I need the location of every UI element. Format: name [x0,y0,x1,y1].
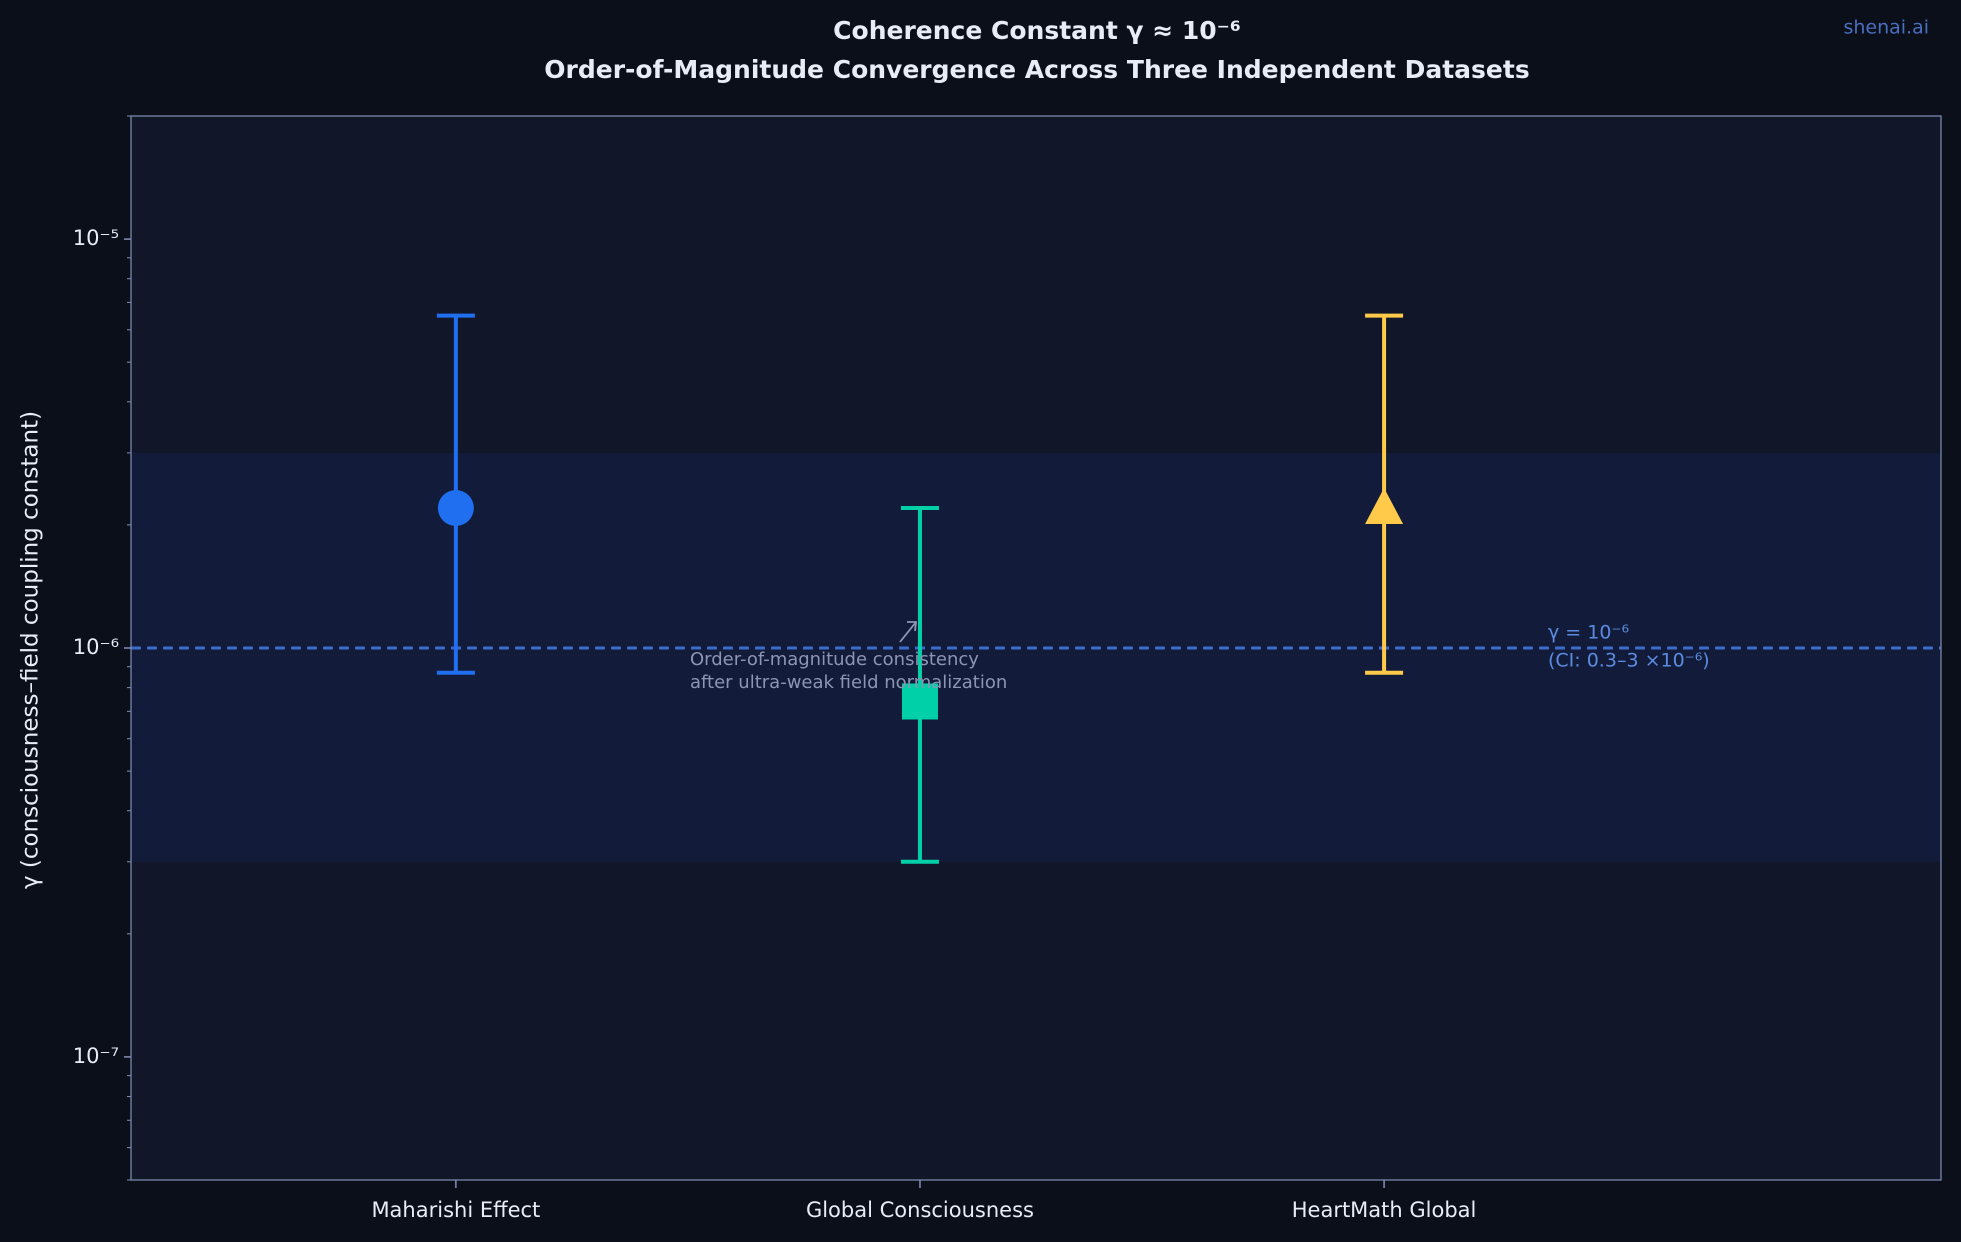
x-tick-label: Maharishi Effect [371,1198,540,1222]
plot-layer [131,313,1941,864]
chart-title: Coherence Constant γ ≈ 10⁻⁶ [833,16,1241,45]
y-tick-label: 10⁻⁶ [73,635,119,659]
y-axis-label: γ (consciousness–field coupling constant… [18,411,44,889]
x-tick-label: Global Consciousness [806,1198,1034,1222]
y-tick-label: 10⁻⁷ [73,1044,119,1068]
annotation: after ultra-weak field normalization [690,672,1007,693]
annotation: Order-of-magnitude consistency [690,649,979,670]
y-tick-label: 10⁻⁵ [73,226,119,250]
marker [1365,487,1404,524]
annotation-arrowhead [907,621,918,632]
marker [901,683,938,720]
chart-subtitle: Order-of-Magnitude Convergence Across Th… [544,55,1529,84]
watermark: shenai.ai [1843,17,1929,39]
x-tick-label: HeartMath Global [1292,1198,1477,1222]
reference-sublabel: (CI: 0.3–3 ×10⁻⁶) [1548,650,1710,672]
ci-band [131,452,1941,862]
marker [437,489,474,526]
annotation-arrow [899,621,917,643]
reference-label: γ = 10⁻⁶ [1548,622,1629,644]
